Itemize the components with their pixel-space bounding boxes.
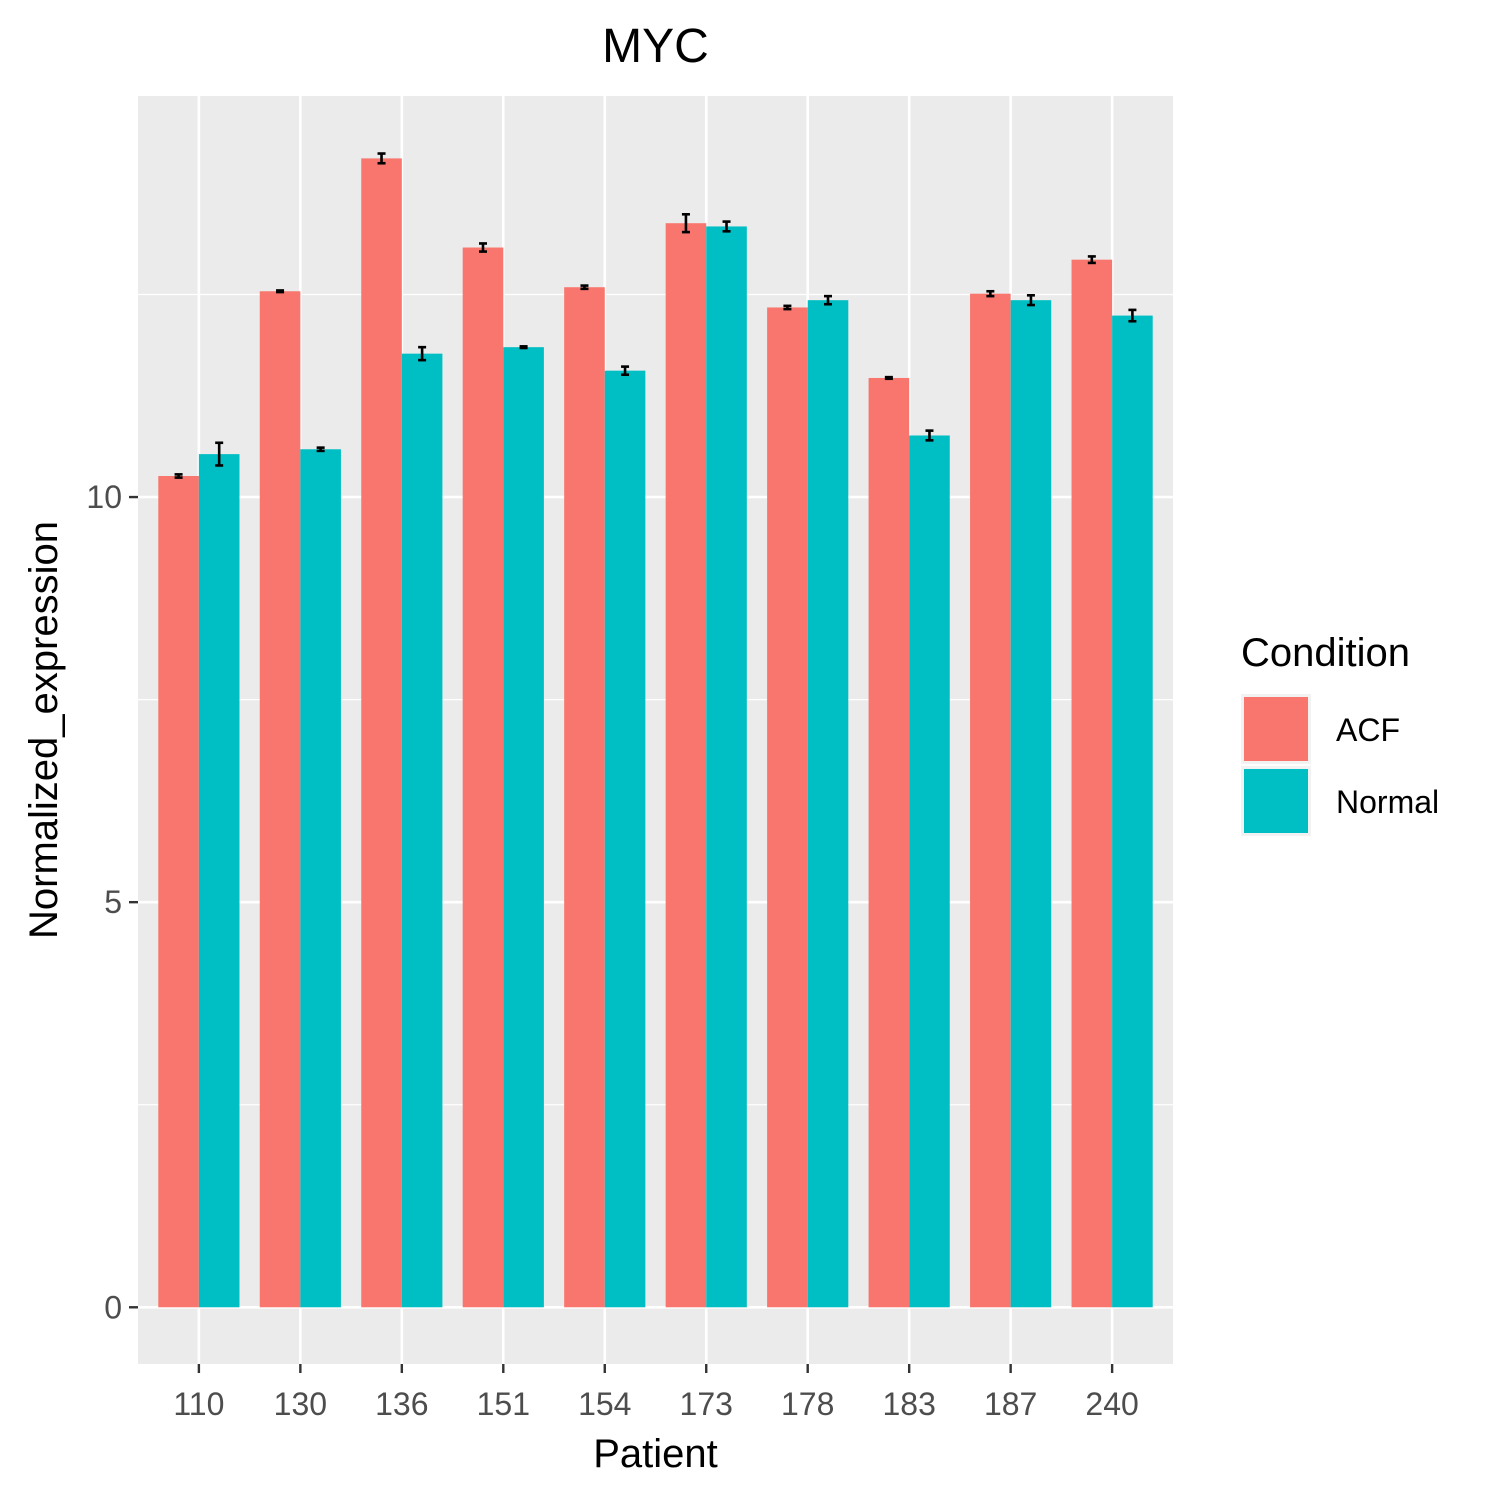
bar-acf-154: [564, 287, 605, 1308]
y-axis: 0 5 10: [86, 479, 138, 1325]
x-tick-label: 154: [578, 1386, 631, 1422]
x-tick-label: 187: [984, 1386, 1037, 1422]
bar-normal-110: [198, 454, 240, 1308]
legend: Condition ACF Normal: [1241, 631, 1439, 836]
x-tick-label: 151: [477, 1386, 530, 1422]
bar-acf-130: [259, 291, 301, 1308]
y-tick-label: 10: [86, 479, 122, 515]
error-bar: [1128, 308, 1137, 323]
error-bar: [276, 289, 285, 294]
x-tick-label: 173: [680, 1386, 733, 1422]
bar-acf-136: [361, 158, 402, 1308]
bar-group: [158, 158, 1153, 1308]
y-axis-title: Normalized_expression: [22, 521, 66, 939]
error-bar: [621, 365, 630, 377]
legend-label-normal: Normal: [1336, 784, 1439, 820]
bar-normal-136: [401, 353, 443, 1308]
x-tick-label: 183: [882, 1386, 935, 1422]
error-bar: [681, 212, 690, 234]
error-bar: [215, 441, 224, 467]
error-bar: [824, 294, 832, 306]
x-tick-label: 136: [375, 1386, 428, 1422]
error-bar: [925, 429, 934, 442]
x-tick-label: 178: [781, 1386, 834, 1422]
bar-normal-130: [300, 449, 341, 1308]
error-bar: [1087, 255, 1096, 265]
y-tick-label: 0: [104, 1289, 122, 1325]
error-bar: [986, 289, 995, 298]
legend-title: Condition: [1241, 631, 1410, 675]
x-axis-title: Patient: [593, 1432, 718, 1476]
bar-acf-178: [767, 307, 808, 1308]
bar-acf-240: [1071, 259, 1113, 1308]
error-bar: [1026, 294, 1035, 307]
legend-label-acf: ACF: [1336, 712, 1400, 748]
bar-normal-173: [706, 226, 747, 1308]
bar-normal-187: [1010, 300, 1052, 1308]
bar-acf-187: [970, 293, 1011, 1308]
bar-acf-173: [665, 223, 707, 1308]
error-bar: [519, 345, 528, 350]
error-bar: [783, 304, 792, 311]
error-bar: [418, 345, 427, 362]
x-tick-label: 130: [274, 1386, 327, 1422]
error-bar: [377, 152, 386, 165]
error-bar: [884, 375, 893, 381]
bar-normal-154: [604, 370, 646, 1308]
error-bar: [479, 242, 487, 253]
error-bar: [174, 473, 183, 479]
bar-normal-178: [807, 300, 849, 1308]
bar-normal-151: [503, 347, 544, 1308]
bar-normal-183: [909, 435, 950, 1308]
bar-acf-110: [158, 475, 199, 1308]
bar-normal-240: [1112, 315, 1153, 1308]
error-bar: [580, 284, 589, 291]
error-bar: [316, 446, 325, 453]
legend-key-normal: [1244, 769, 1308, 833]
x-tick-label: 240: [1085, 1386, 1138, 1422]
x-tick-label: 110: [173, 1386, 224, 1422]
bar-acf-183: [868, 377, 910, 1308]
bar-acf-151: [462, 247, 504, 1308]
error-bar: [722, 220, 731, 233]
chart-title: MYC: [602, 20, 709, 73]
y-tick-label: 5: [104, 884, 122, 920]
error-bars: [174, 152, 1137, 479]
legend-key-acf: [1244, 697, 1308, 761]
x-axis: 110 130 136 151 154 173 178 183 187 240: [173, 1364, 1139, 1422]
